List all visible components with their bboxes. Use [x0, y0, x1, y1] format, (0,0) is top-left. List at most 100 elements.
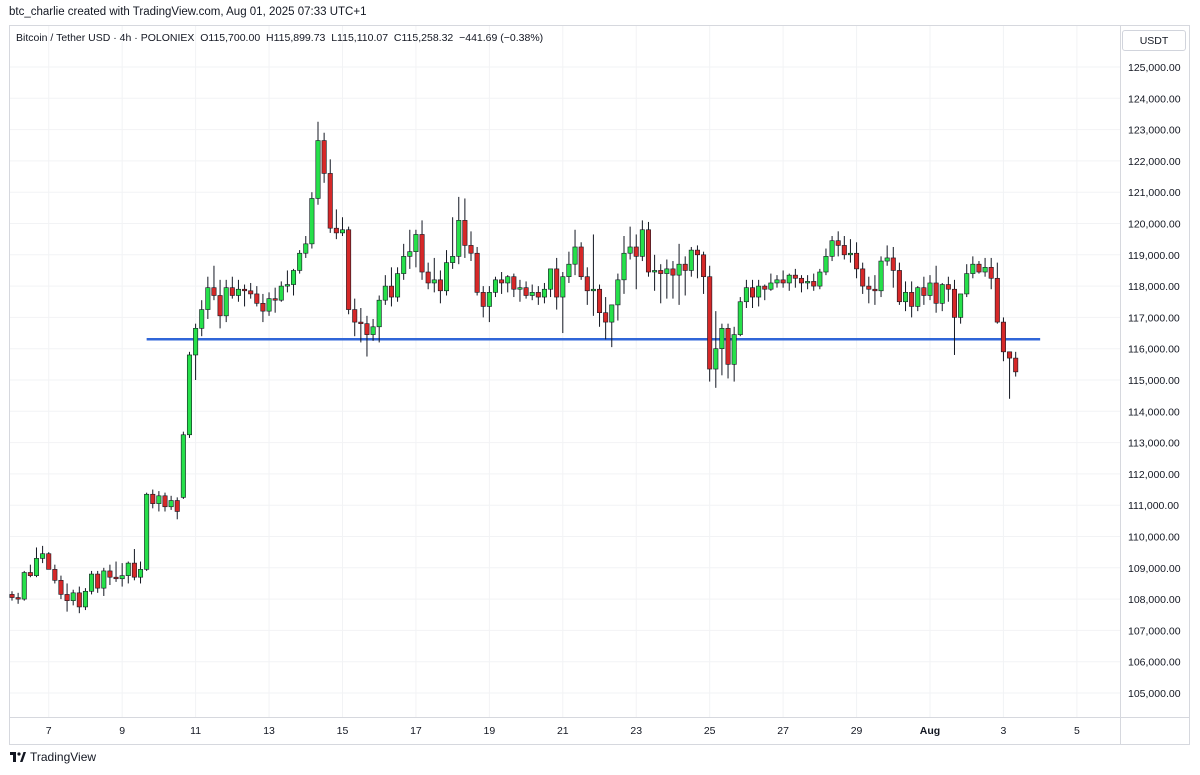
candle-body	[896, 270, 902, 303]
candle	[131, 549, 137, 581]
ohlc-low: L115,110.07	[331, 32, 389, 44]
candle-body	[805, 281, 811, 284]
candle-body	[915, 287, 921, 307]
candle	[951, 279, 957, 355]
x-tick-label: Aug	[920, 725, 940, 737]
candle-body	[792, 274, 798, 279]
y-tick-label: 109,000.00	[1128, 563, 1181, 575]
candle-body	[297, 252, 303, 271]
candle-body	[150, 493, 156, 504]
candle-body	[9, 594, 15, 598]
symbol-info: Bitcoin / Tether USD · 4h · POLONIEX O11…	[16, 32, 543, 44]
candle	[688, 246, 694, 277]
candle-body	[211, 287, 217, 296]
candle	[1000, 317, 1006, 362]
candle-body	[1000, 321, 1006, 353]
candle	[113, 561, 119, 582]
candle-body	[376, 299, 382, 328]
candle	[566, 251, 572, 283]
candle	[798, 275, 804, 293]
candle-body	[541, 288, 547, 298]
candle	[786, 273, 792, 291]
candle	[297, 250, 303, 274]
candle	[40, 545, 46, 564]
candle-body	[437, 279, 443, 292]
currency-selector[interactable]: USDT	[1122, 30, 1186, 51]
candle	[401, 243, 407, 280]
x-tick-label: 21	[557, 725, 569, 737]
x-tick-label: 29	[851, 725, 863, 737]
candle	[186, 351, 192, 438]
candle	[327, 159, 333, 233]
candle-body	[144, 493, 150, 570]
candle-body	[701, 254, 707, 278]
candle-body	[756, 285, 762, 298]
candle	[707, 265, 713, 382]
candle-body	[597, 288, 603, 314]
candle-body	[229, 287, 235, 296]
candle-body	[76, 592, 82, 608]
candle	[664, 259, 670, 299]
candle-body	[639, 229, 645, 257]
candle	[156, 491, 162, 512]
candle	[921, 276, 927, 305]
tradingview-logo[interactable]: TradingView	[10, 750, 96, 764]
candle-body	[590, 288, 596, 292]
ohlc-close: C115,258.32	[393, 32, 454, 44]
candle	[970, 256, 976, 279]
candle-body	[413, 234, 419, 252]
candle-body	[456, 220, 462, 257]
candle	[945, 276, 951, 302]
candle	[811, 273, 817, 291]
candle	[1007, 351, 1013, 399]
candle-body	[101, 570, 107, 589]
candle-body	[223, 287, 229, 317]
y-tick-label: 105,000.00	[1128, 688, 1181, 700]
candle	[590, 234, 596, 316]
candle-body	[46, 553, 52, 570]
grid-layer	[10, 26, 1120, 717]
candle	[731, 326, 737, 382]
candle	[150, 489, 156, 509]
candle-body	[927, 282, 933, 296]
candle	[774, 275, 780, 288]
candle	[860, 262, 866, 294]
candle	[743, 279, 749, 309]
candle	[560, 272, 566, 334]
candle	[603, 297, 609, 340]
candle	[903, 281, 909, 312]
candle-body	[382, 285, 388, 301]
candle	[413, 229, 419, 268]
y-tick-label: 120,000.00	[1128, 219, 1181, 231]
candle-body	[970, 263, 976, 274]
x-tick-label: 19	[484, 725, 496, 737]
candle-body	[89, 573, 95, 592]
candle	[486, 286, 492, 323]
candle	[554, 257, 560, 310]
candle-body	[242, 288, 248, 292]
candle-body	[480, 292, 486, 307]
candle	[658, 264, 664, 304]
candle	[395, 267, 401, 302]
candle	[352, 298, 358, 337]
candle	[841, 236, 847, 260]
axis-layer: 105,000.00 106,000.00 107,000.00 108,000.00…	[9, 26, 1190, 745]
candle	[76, 586, 82, 614]
candle	[854, 242, 860, 279]
x-tick-label: 15	[337, 725, 349, 737]
candle-body	[903, 292, 909, 303]
candle	[578, 242, 584, 280]
candle-body	[1007, 351, 1013, 359]
chart-frame	[9, 25, 1190, 745]
candle	[211, 265, 217, 301]
candle-body	[670, 268, 676, 276]
candle-body	[168, 500, 174, 508]
candle-body	[462, 220, 468, 246]
candle	[847, 239, 853, 263]
candle-body	[278, 285, 284, 301]
candle-body	[976, 263, 982, 273]
candle-body	[199, 309, 205, 329]
symbol-name: Bitcoin / Tether USD · 4h · POLONIEX	[16, 32, 195, 44]
candle	[676, 243, 682, 305]
